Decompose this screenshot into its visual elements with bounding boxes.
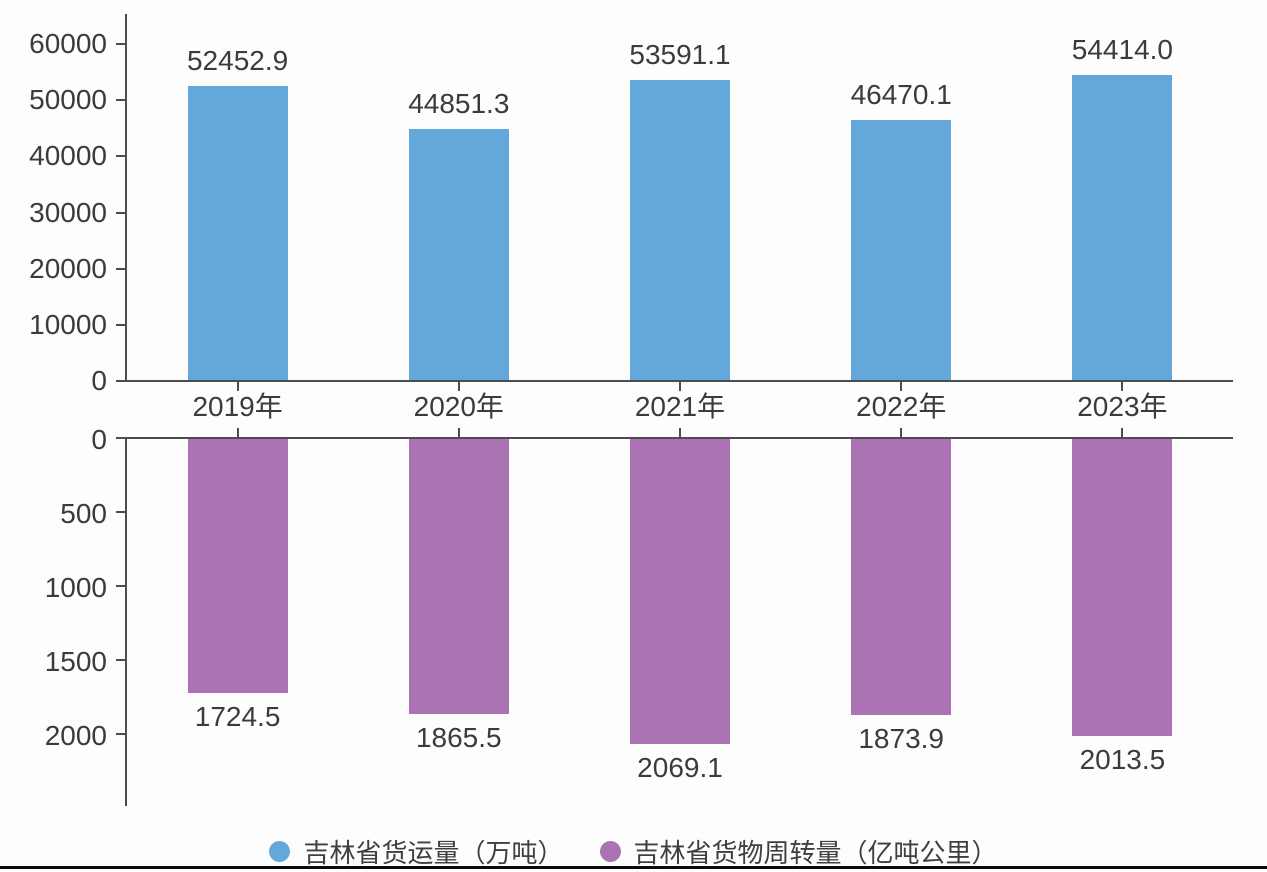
turnover-bar-2020 <box>408 439 509 715</box>
top-x-tick-mark <box>1121 382 1124 391</box>
turnover-bar-2021 <box>630 439 730 745</box>
top-y-tick-label: 10000 <box>29 308 107 340</box>
freight-bar-value-label: 54414.0 <box>1071 34 1173 66</box>
turnover-bar-2019 <box>187 439 288 694</box>
bottom-x-tick-mark <box>900 428 903 437</box>
freight-bar-2021 <box>630 79 730 380</box>
legend-label-freight-turnover: 吉林省货物周转量（亿吨公里） <box>633 837 998 868</box>
legend-dot-blue-icon <box>269 840 291 862</box>
bottom-y-tick-label: 0 <box>91 424 107 455</box>
top-y-tick-mark <box>116 267 125 270</box>
bottom-x-tick-mark <box>679 428 681 437</box>
freight-bar-value-label: 52452.9 <box>186 45 289 77</box>
turnover-bar-value-label: 2013.5 <box>1079 743 1166 775</box>
legend-item-freight-volume[interactable]: 吉林省货运量（万吨） <box>269 833 564 870</box>
freight-bar-2022 <box>851 119 952 380</box>
bottom-y-tick-mark <box>116 437 125 439</box>
x-category-label-2020: 2020年 <box>413 391 504 422</box>
bottom-y-tick-mark <box>116 659 125 661</box>
top-x-tick-mark <box>457 382 460 391</box>
freight-bar-2020 <box>408 129 509 380</box>
top-y-tick-mark <box>116 323 125 326</box>
top-y-tick-label: 30000 <box>29 196 107 228</box>
top-y-tick-mark <box>116 211 125 214</box>
bottom-y-tick-mark <box>116 585 125 587</box>
top-y-tick-mark <box>116 43 125 45</box>
top-x-tick-mark <box>679 382 681 391</box>
legend-item-freight-turnover[interactable]: 吉林省货物周转量（亿吨公里） <box>599 833 998 870</box>
top-y-axis-line <box>125 14 127 381</box>
freight-bar-value-label: 46470.1 <box>850 78 952 110</box>
x-category-label-2019: 2019年 <box>192 391 283 422</box>
bottom-y-tick-label: 2000 <box>44 720 107 751</box>
freight-bar-value-label: 53591.1 <box>629 38 731 70</box>
bottom-y-tick-mark <box>116 511 125 513</box>
x-category-label-2021: 2021年 <box>634 391 726 422</box>
bottom-y-axis-line <box>125 438 127 806</box>
top-x-axis-line <box>125 380 1233 382</box>
top-y-tick-label: 60000 <box>29 28 107 59</box>
turnover-bar-value-label: 1873.9 <box>858 723 944 755</box>
top-y-tick-mark <box>116 155 125 158</box>
bottom-x-tick-mark <box>1121 428 1124 437</box>
legend-dot-purple-icon <box>599 840 621 862</box>
bottom-y-tick-label: 1500 <box>44 646 107 677</box>
x-category-label-2022: 2022年 <box>856 391 947 422</box>
bottom-x-tick-mark <box>236 428 239 437</box>
top-y-tick-mark <box>116 380 125 382</box>
turnover-bar-value-label: 1724.5 <box>194 701 281 733</box>
x-category-label-2023: 2023年 <box>1077 391 1168 422</box>
top-y-tick-mark <box>116 99 125 102</box>
turnover-bar-value-label: 1865.5 <box>415 722 502 754</box>
top-x-tick-mark <box>900 382 903 391</box>
turnover-bar-2022 <box>851 439 952 716</box>
turnover-bar-value-label: 2069.1 <box>637 752 723 784</box>
top-y-tick-label: 40000 <box>29 140 107 172</box>
freight-bar-value-label: 44851.3 <box>408 88 510 120</box>
legend: 吉林省货运量（万吨） 吉林省货物周转量（亿吨公里） <box>0 832 1267 870</box>
bottom-y-tick-label: 500 <box>60 498 107 529</box>
bottom-x-tick-mark <box>457 428 460 437</box>
top-y-tick-label: 20000 <box>29 252 107 284</box>
top-y-tick-label: 0 <box>91 365 107 396</box>
bottom-x-axis-line <box>125 437 1233 439</box>
bottom-border-line <box>0 866 1267 869</box>
bottom-y-tick-label: 1000 <box>44 572 107 603</box>
freight-bar-2019 <box>187 86 288 380</box>
turnover-bar-2023 <box>1072 439 1173 736</box>
top-y-tick-label: 50000 <box>29 84 107 116</box>
top-x-tick-mark <box>236 382 239 391</box>
bottom-y-tick-mark <box>116 733 125 735</box>
legend-label-freight-volume: 吉林省货运量（万吨） <box>303 837 564 868</box>
freight-bar-2023 <box>1072 75 1173 380</box>
